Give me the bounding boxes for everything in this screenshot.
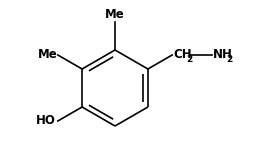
Text: HO: HO (36, 114, 56, 127)
Text: 2: 2 (226, 54, 232, 64)
Text: NH: NH (213, 47, 233, 60)
Text: Me: Me (38, 49, 58, 61)
Text: Me: Me (105, 7, 125, 21)
Text: 2: 2 (186, 54, 192, 64)
Text: CH: CH (173, 47, 192, 60)
